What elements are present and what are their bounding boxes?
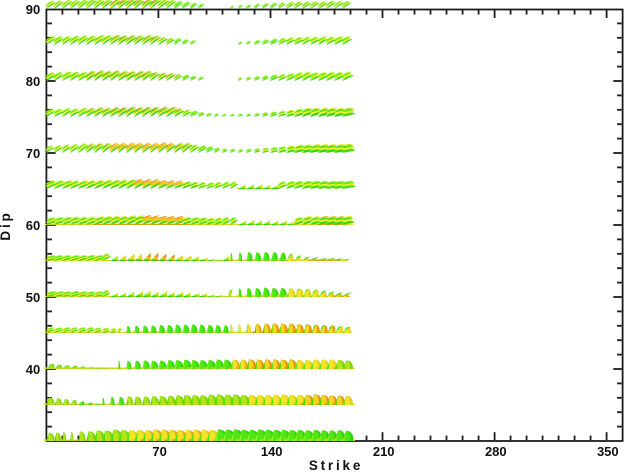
svg-text:90: 90 xyxy=(26,2,40,17)
svg-text:60: 60 xyxy=(26,218,40,233)
svg-text:80: 80 xyxy=(26,74,40,89)
svg-text:70: 70 xyxy=(26,146,40,161)
svg-text:50: 50 xyxy=(26,290,40,305)
svg-text:210: 210 xyxy=(373,444,395,459)
svg-text:40: 40 xyxy=(26,362,40,377)
svg-text:350: 350 xyxy=(597,444,619,459)
svg-text:140: 140 xyxy=(261,444,283,459)
svg-text:70: 70 xyxy=(152,444,166,459)
svg-text:Dip: Dip xyxy=(0,210,13,240)
svg-text:Strike: Strike xyxy=(309,458,363,473)
svg-text:280: 280 xyxy=(485,444,507,459)
